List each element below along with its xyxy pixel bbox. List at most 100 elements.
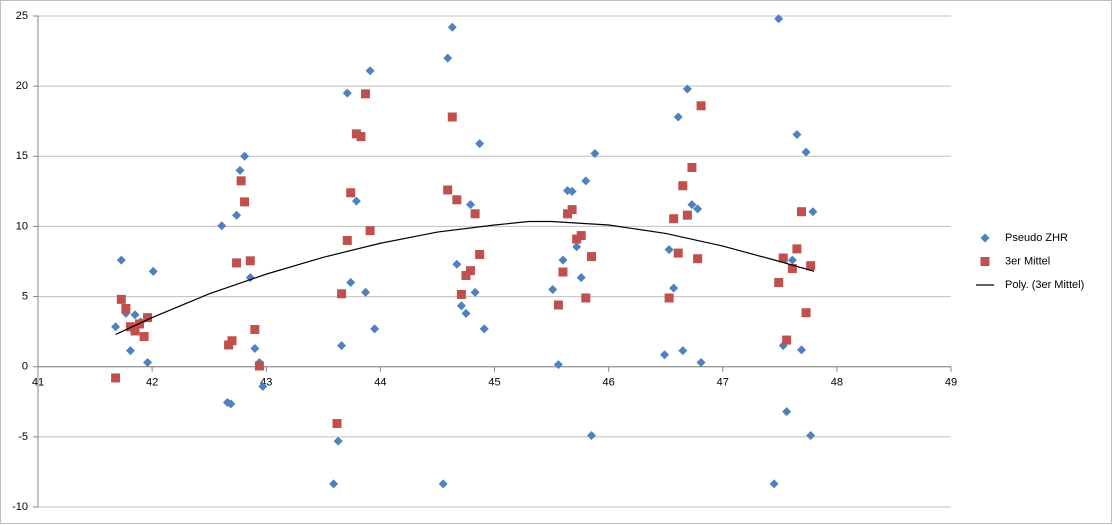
data-point [351,196,361,206]
data-point [452,259,462,269]
data-point [116,294,126,304]
data-point [143,313,153,323]
data-point [792,244,802,254]
data-point [696,358,706,368]
data-point [443,53,453,63]
data-point [125,322,135,332]
data-point [673,112,683,122]
data-point [346,278,356,288]
data-point [130,326,140,336]
data-point [447,22,457,32]
data-point [787,264,797,274]
data-point [250,325,260,335]
data-point [774,14,784,24]
data-point [479,324,489,334]
data-point [563,209,573,219]
data-point [687,163,697,173]
legend-symbol [980,233,990,243]
data-point [581,293,591,303]
data-point [660,350,670,360]
y-tick-label: 15 [16,150,28,162]
y-tick-label: 0 [22,361,28,373]
data-point [693,254,703,264]
data-point [782,335,792,345]
x-tick-label: 47 [717,377,729,389]
data-point [447,112,457,122]
data-point [351,129,361,139]
data-point [240,197,250,207]
legend-label: 3er Mittel [1005,255,1050,267]
data-point [125,346,135,356]
legend-symbol [980,257,990,266]
data-point [792,130,802,140]
data-point [232,210,242,220]
y-tick-label: 10 [16,220,28,232]
data-point [333,436,343,446]
data-point [461,308,471,318]
data-point [664,245,674,255]
data-point [461,271,471,281]
data-point [673,248,683,258]
data-point [687,200,697,210]
data-point [116,255,126,265]
data-point [111,373,121,383]
data-point [356,132,366,142]
data-point [337,341,347,351]
data-point [806,261,816,271]
data-point [240,151,250,161]
data-point [258,381,268,391]
data-point [475,249,485,259]
data-point [466,200,476,210]
legend-label: Poly. (3er Mittel) [1005,279,1084,291]
data-point [548,285,558,295]
data-point [139,332,149,342]
data-point [782,407,792,417]
data-point [470,209,480,219]
data-point [227,336,237,346]
data-point [576,231,586,241]
data-point [148,266,158,276]
trend-line [115,220,815,335]
data-point [553,360,563,370]
data-point [587,430,597,440]
data-point [590,148,600,158]
x-tick-label: 46 [603,377,615,389]
data-point [452,195,462,205]
data-point [456,289,466,299]
data-point [143,358,153,368]
data-point [576,273,586,283]
data-point [250,343,260,353]
data-point [475,139,485,149]
data-point [801,147,811,157]
data-point [558,255,568,265]
data-point [370,324,380,334]
x-tick-label: 45 [488,377,500,389]
data-point [553,300,563,310]
data-point [111,322,121,332]
data-point [787,255,797,265]
data-point [581,176,591,186]
data-point [443,185,453,195]
data-point [778,253,788,263]
data-point [342,235,352,245]
y-tick-label: 25 [16,10,28,22]
data-point [235,165,245,175]
data-point [801,308,811,318]
data-point [361,287,371,297]
data-point [438,479,448,489]
legend-label: Pseudo ZHR [1005,232,1068,244]
data-point [587,252,597,262]
data-point [342,88,352,98]
data-point [466,266,476,276]
y-tick-label: 20 [16,80,28,92]
data-point [796,345,806,355]
y-tick-label: -5 [18,431,28,443]
data-point [669,283,679,293]
data-point [808,207,818,217]
x-tick-label: 49 [945,377,957,389]
data-point [226,399,236,409]
data-point [796,207,806,217]
data-point [346,188,356,198]
